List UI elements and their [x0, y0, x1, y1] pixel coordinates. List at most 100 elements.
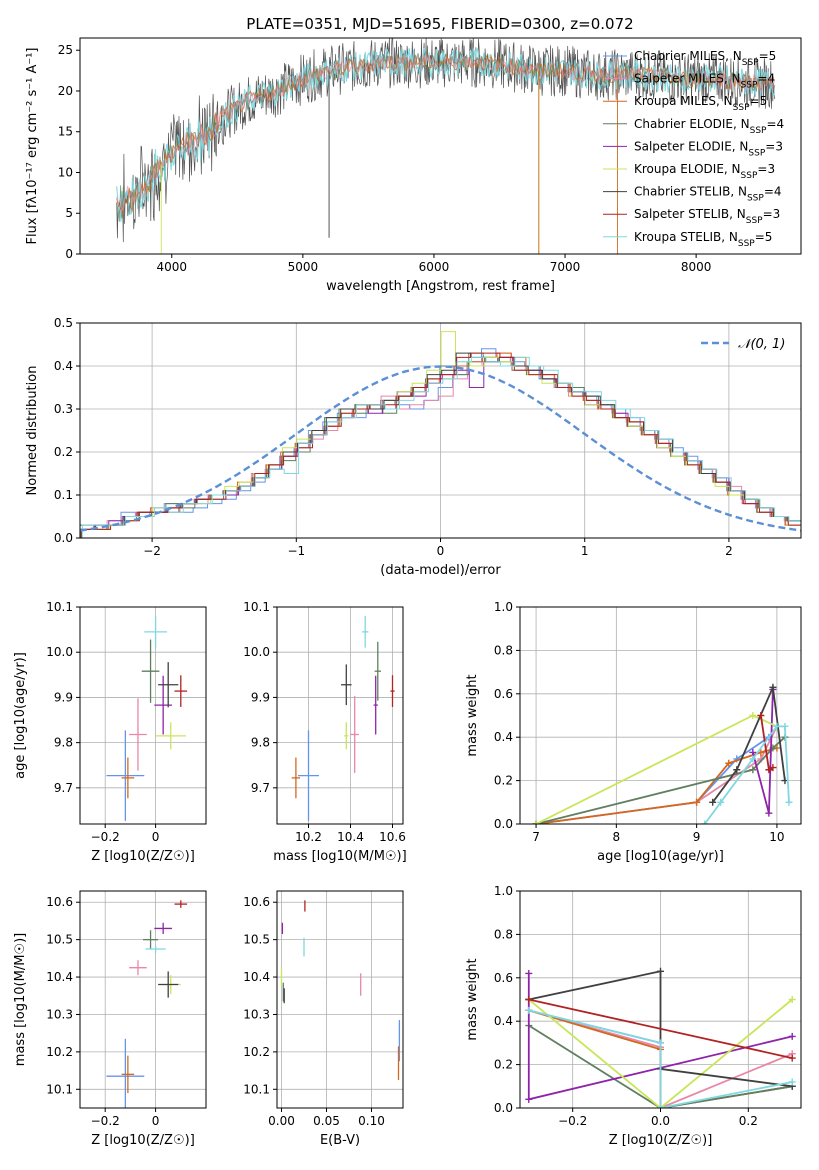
x-tick-label: 7 [532, 830, 540, 844]
axes-frame [79, 606, 207, 825]
x-axis-label: Z [log10(Z/Z☉)] [609, 1133, 713, 1148]
y-tick-label: 10.2 [46, 1045, 73, 1059]
spectrum-series-line [116, 53, 775, 215]
y-tick-label: 10.4 [46, 970, 73, 984]
y-tick-label: 0.4 [494, 1014, 513, 1028]
mass-weight-marker [701, 820, 709, 824]
mass-weight-line [528, 970, 793, 1088]
mass-weight-marker [525, 969, 533, 977]
x-tick-label: 0.0 [651, 1114, 670, 1128]
histogram-panel-marks [80, 331, 801, 538]
mass-weight-age-panel-marks [532, 683, 793, 824]
y-axis-label: age [log10(age/yr)] [13, 652, 28, 779]
mass-weight-marker [757, 712, 765, 719]
errorbar-point [129, 960, 147, 976]
errorbar-point [174, 900, 188, 908]
legend-entry: Kroupa STELIB, NSSP=5 [634, 230, 772, 249]
mass-weight-marker [788, 1078, 796, 1086]
y-tick-label: 10 [58, 165, 73, 179]
mass-vs-z-panel-marks [106, 900, 188, 1108]
mass-weight-marker [749, 755, 757, 763]
histogram-series-step [81, 356, 801, 538]
errorbar-point [374, 641, 381, 701]
y-tick-label: 10.1 [243, 600, 270, 614]
y-axis-label: mass weight [465, 958, 480, 1040]
errorbar-point [174, 675, 188, 707]
mass-weight-marker [765, 766, 773, 774]
errorbar-point [143, 930, 159, 949]
y-tick-label: 0 [65, 247, 73, 261]
y-tick-label: 0.2 [54, 445, 73, 459]
mass-weight-marker [788, 996, 796, 1003]
y-tick-label: 0.4 [494, 730, 513, 744]
y-tick-label: 0.2 [494, 774, 513, 788]
x-tick-label: 0.05 [313, 1114, 340, 1128]
histogram-panel-axes: −2 −1 0 1 2 0.0 0.1 0.2 0.3 0.4 0.5 (data-model)/er… [25, 316, 802, 578]
y-tick-label: 10.3 [46, 1007, 73, 1021]
x-tick-label: 6000 [419, 260, 450, 274]
mass-weight-marker [525, 1095, 533, 1103]
y-tick-label: 0.5 [54, 316, 73, 330]
y-tick-label: 9.8 [251, 736, 270, 750]
axes-frame [79, 890, 207, 1109]
y-tick-label: 10.5 [46, 933, 73, 947]
x-axis-label: (data-model)/error [380, 563, 501, 578]
y-tick-label: 0.0 [494, 1101, 513, 1115]
y-tick-label: 10.1 [46, 600, 73, 614]
mass-weight-marker [709, 798, 717, 806]
x-tick-label: 5000 [288, 260, 319, 274]
histogram-series-step [80, 348, 799, 530]
mass-weight-marker [657, 1039, 664, 1047]
mass-weight-marker [773, 722, 781, 730]
mass-weight-age-panel-axes: 7 8 9 10 0.0 0.2 0.4 0.6 0.8 1.0 age [log10(age/yr… [465, 600, 802, 864]
y-tick-label: 0.8 [494, 643, 513, 657]
errorbar-point [121, 1055, 135, 1094]
histogram-series-step [80, 352, 801, 538]
mass-weight-line [528, 1009, 793, 1108]
histogram-series-step [80, 352, 800, 530]
x-tick-label: −1 [287, 544, 305, 558]
spectrum-panel: 4000 5000 6000 7000 8000 0 5 10 15 20 25 wavelength… [25, 37, 802, 294]
errorbar-point [106, 730, 145, 821]
y-tick-label: 0.4 [54, 359, 73, 373]
errorbar-point [106, 1038, 145, 1108]
spectrum-panel-marks [116, 38, 776, 254]
legend-entry: Salpeter STELIB, NSSP=3 [634, 207, 780, 226]
y-tick-label: 15 [58, 125, 73, 139]
y-tick-label: 1.0 [494, 884, 513, 898]
mass-weight-marker [788, 1054, 796, 1062]
mass-weight-marker [717, 798, 725, 806]
y-axis-label: Flux [fλ10⁻¹⁷ erg cm⁻² s⁻¹ A⁻¹] [25, 48, 40, 245]
y-tick-label: 25 [58, 43, 73, 57]
mass-weight-line [528, 998, 793, 1059]
y-tick-label: 0.1 [54, 488, 73, 502]
y-tick-label: 0.6 [494, 687, 513, 701]
x-tick-label: 10.6 [379, 830, 406, 844]
mass-weight-marker [749, 766, 757, 774]
errorbar-point [121, 757, 135, 799]
x-tick-label: 9 [693, 830, 701, 844]
errorbar-point [129, 698, 147, 771]
mass-weight-z-panel: −0.2 0.0 0.2 0.0 0.2 0.4 0.6 0.8 1.0 Z [log10(Z/Z… [465, 884, 802, 1148]
mass-weight-marker [769, 683, 777, 691]
y-tick-label: 9.7 [54, 781, 73, 795]
mass-weight-line [535, 736, 786, 824]
errorbar-point [144, 616, 167, 648]
legend-entry: Kroupa ELODIE, NSSP=3 [634, 162, 775, 181]
mass-weight-marker [657, 1104, 664, 1108]
age-vs-z-panel-axes: −0.2 0 9.7 9.8 9.9 10.0 10.1 Z [log10(Z/Z☉)] age… [13, 600, 207, 864]
errorbar-point [390, 675, 395, 707]
y-tick-label: 5 [65, 206, 73, 220]
x-tick-label: 8 [613, 830, 621, 844]
mass-vs-z-panel-axes: −0.2 0 10.1 10.2 10.3 10.4 10.5 10.6 Z [log10(Z/… [13, 890, 207, 1148]
legend-entry: 𝒩(0, 1) [738, 337, 785, 352]
mass-weight-marker [769, 764, 777, 772]
x-tick-label: 8000 [681, 260, 712, 274]
y-tick-label: 0.3 [54, 402, 73, 416]
x-tick-label: 10.2 [295, 830, 322, 844]
x-tick-label: 10 [769, 830, 784, 844]
axes-frame [276, 890, 404, 1109]
x-tick-label: 0.10 [358, 1114, 385, 1128]
age-vs-mass-panel: 10.2 10.4 10.6 9.7 9.8 9.9 10.0 10.1 mass [log10… [243, 600, 406, 864]
